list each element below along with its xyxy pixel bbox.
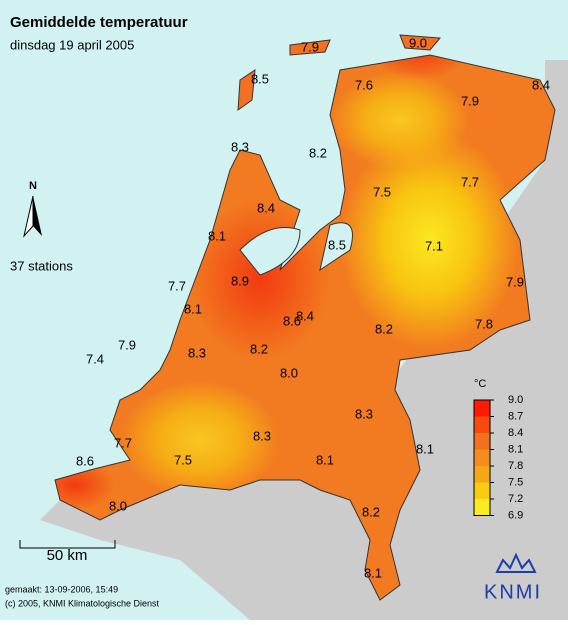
islands xyxy=(237,34,442,112)
station-value: 8.2 xyxy=(309,145,327,160)
station-value: 8.1 xyxy=(416,441,434,456)
station-value: 8.2 xyxy=(362,504,380,519)
station-value: 7.9 xyxy=(506,274,524,289)
station-value: 8.2 xyxy=(375,321,393,336)
station-value: 8.1 xyxy=(208,228,226,243)
station-value: 9.0 xyxy=(409,35,427,50)
legend-swatch xyxy=(474,433,490,450)
station-value: 7.1 xyxy=(425,238,443,253)
legend-swatch xyxy=(474,400,490,417)
title: Gemiddelde temperatuur xyxy=(10,14,188,31)
station-value: 8.3 xyxy=(231,139,249,154)
station-value: 8.5 xyxy=(328,237,346,252)
scale-bar xyxy=(19,540,116,549)
legend-label: 7.5 xyxy=(508,476,523,488)
station-value: 8.2 xyxy=(250,341,268,356)
station-value: 7.7 xyxy=(461,174,479,189)
footer-line: (c) 2005, KNMI Klimatologische Dienst xyxy=(5,598,160,608)
legend-label: 6.9 xyxy=(508,509,523,521)
logo-crown xyxy=(495,552,537,573)
logo: KNMI xyxy=(484,581,542,603)
station-value: 7.6 xyxy=(355,77,373,92)
lakes xyxy=(239,222,353,276)
legend-swatch xyxy=(474,449,490,466)
station-value: 7.9 xyxy=(118,337,136,352)
legend-swatch xyxy=(474,466,490,483)
station-value: 8.1 xyxy=(184,301,202,316)
station-value: 7.7 xyxy=(168,278,186,293)
station-value: 8.4 xyxy=(532,77,550,92)
station-value: 8.1 xyxy=(364,565,382,580)
north-label: N xyxy=(29,180,37,192)
stations-note: 37 stations xyxy=(10,258,73,273)
station-value: 7.9 xyxy=(461,93,479,108)
station-value: 7.8 xyxy=(475,316,493,331)
legend-swatch xyxy=(474,482,490,499)
station-value: 8.1 xyxy=(316,452,334,467)
station-value: 7.9 xyxy=(301,39,319,54)
legend-frame xyxy=(473,399,491,516)
station-value: 8.0 xyxy=(109,498,127,513)
station-value: 7.5 xyxy=(174,452,192,467)
station-value: 7.5 xyxy=(373,184,391,199)
legend-label: 7.2 xyxy=(508,493,523,505)
station-value: 8.0 xyxy=(280,365,298,380)
station-value: 7.7 xyxy=(114,435,132,450)
scale-label: 50 km xyxy=(47,547,88,564)
legend-swatch xyxy=(474,499,490,516)
station-value: 8.3 xyxy=(355,406,373,421)
station-value: 8.3 xyxy=(253,428,271,443)
station-value: 8.4 xyxy=(257,200,275,215)
footer-line: gemaakt: 13-09-2006, 15:49 xyxy=(5,584,118,594)
station-value: 8.6 xyxy=(76,453,94,468)
legend-label: 7.8 xyxy=(508,460,523,472)
station-value: 8.4 xyxy=(296,308,314,323)
legend-label: 8.7 xyxy=(508,410,523,422)
station-value: 8.6 xyxy=(283,313,301,328)
legend-label: 9.0 xyxy=(508,394,523,406)
legend-swatch xyxy=(474,416,490,433)
subtitle: dinsdag 19 april 2005 xyxy=(10,37,134,52)
legend-label: 8.1 xyxy=(508,443,523,455)
legend-label: 8.4 xyxy=(508,427,523,439)
station-value: 7.4 xyxy=(86,351,104,366)
legend-unit: °C xyxy=(474,378,486,390)
neighbour-land xyxy=(40,60,568,620)
station-value: 8.9 xyxy=(231,273,249,288)
station-value: 8.3 xyxy=(188,345,206,360)
station-value: 8.5 xyxy=(251,71,269,86)
